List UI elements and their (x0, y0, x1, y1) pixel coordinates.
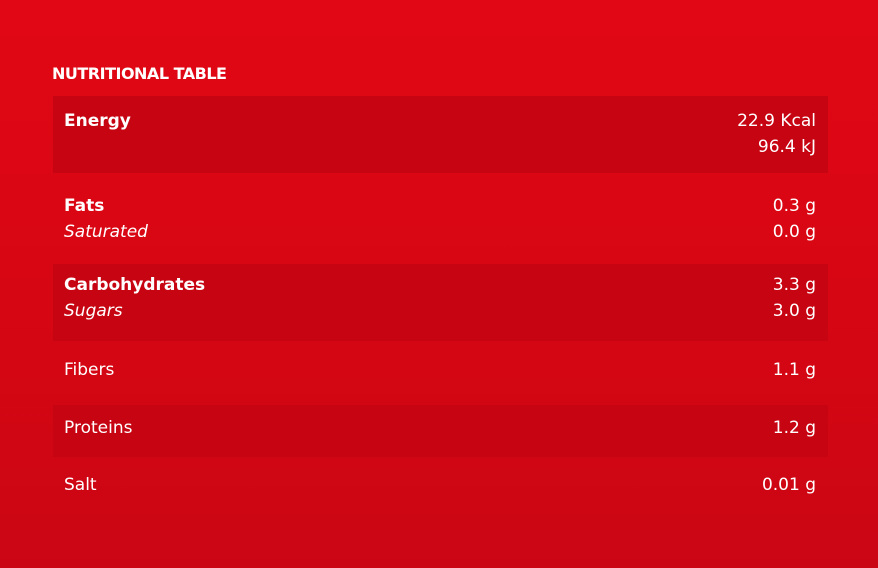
row-label: Salt (64, 475, 97, 495)
row-label: Proteins (64, 418, 133, 438)
row-value: 22.9 Kcal (737, 111, 816, 131)
row-energy: Energy 22.9 Kcal 96.4 kJ (53, 96, 828, 173)
row-label: Carbohydrates (64, 275, 206, 295)
row-label: Fibers (64, 360, 115, 380)
row-proteins: Proteins 1.2 g (53, 405, 828, 457)
row-value: 96.4 kJ (757, 137, 816, 157)
row-label: Fats (64, 196, 105, 216)
row-sublabel: Saturated (64, 222, 148, 242)
row-fibers: Fibers 1.1 g (53, 341, 828, 405)
row-value: 1.1 g (772, 360, 816, 380)
row-value: 0.3 g (772, 196, 816, 216)
section-title: NUTRITIONAL TABLE (52, 64, 227, 83)
nutrition-table: Energy 22.9 Kcal 96.4 kJ Fats Saturated 0.… (53, 96, 828, 515)
row-value: 3.3 g (772, 275, 816, 295)
row-value: 1.2 g (772, 418, 816, 438)
row-fats: Fats Saturated 0.3 g 0.0 g (53, 173, 828, 264)
row-carbohydrates: Carbohydrates Sugars 3.3 g 3.0 g (53, 264, 828, 341)
row-label: Energy (64, 111, 131, 131)
row-salt: Salt 0.01 g (53, 457, 828, 515)
row-value: 3.0 g (772, 301, 816, 321)
row-value: 0.0 g (772, 222, 816, 242)
row-sublabel: Sugars (64, 301, 123, 321)
row-value: 0.01 g (761, 475, 816, 495)
